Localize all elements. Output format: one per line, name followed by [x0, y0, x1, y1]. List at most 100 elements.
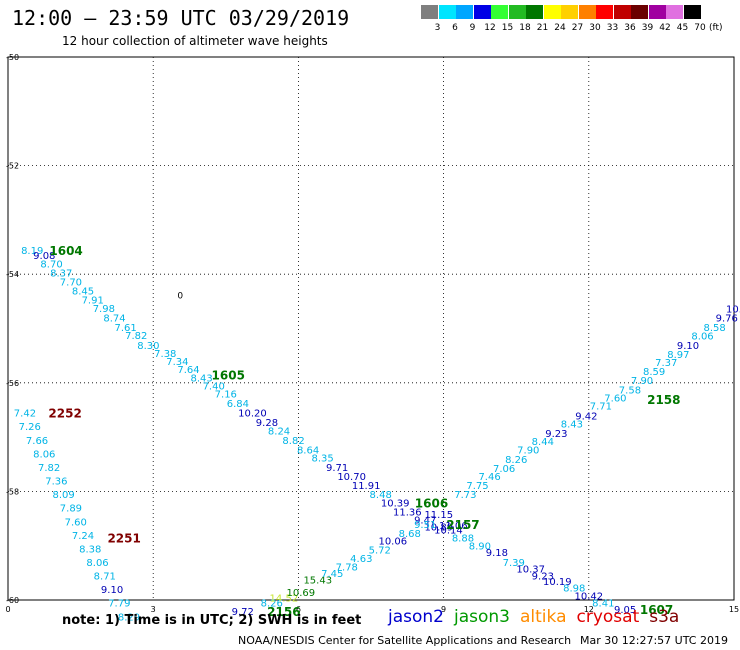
wave-height-value: 5.72 [369, 546, 391, 557]
legend-swatch [526, 5, 543, 19]
wave-height-value: 7.06 [493, 464, 515, 475]
wave-height-value: 7.60 [65, 517, 87, 528]
legend-swatch [473, 5, 491, 19]
wave-height-value: 10.70 [337, 472, 366, 483]
wave-height-value: 7.66 [26, 436, 48, 447]
wave-height-value: 8.90 [469, 542, 491, 553]
wave-height-value: 7.40 [203, 382, 225, 393]
wave-height-value: 9.18 [486, 548, 508, 559]
wave-height-value: 10.06 [378, 536, 407, 547]
pass-label: 2252 [48, 407, 81, 421]
legend-label: 36 [624, 23, 636, 33]
wave-height-value: 7.75 [466, 481, 488, 492]
wave-height-value: 8.97 [667, 350, 689, 361]
wave-height-value: 8.58 [704, 323, 726, 334]
wave-height-value: 7.90 [517, 446, 539, 457]
legend-swatch [421, 5, 438, 19]
satellite-name: altika [520, 607, 567, 627]
footnote: note: 1) Time is in UTC; 2) SWH is in fe… [62, 613, 362, 628]
satellite-name: cryosat [576, 607, 640, 627]
wave-height-value: 9.76 [716, 314, 738, 325]
wave-height-value: 8.29 [118, 612, 140, 623]
legend-swatch [631, 5, 648, 19]
wave-height-value: 7.24 [72, 531, 94, 542]
legend-label: 70 [694, 23, 706, 33]
wave-height-value: 7.79 [108, 599, 130, 610]
wave-height-value: 7.82 [125, 331, 147, 342]
legend-unit: (ft) [709, 23, 723, 33]
wave-height-value: 8.70 [40, 259, 62, 270]
satellite-name: s3a [649, 607, 680, 627]
wave-height-value: 4.63 [350, 554, 372, 565]
legend-label: 27 [571, 23, 584, 33]
pass-label: 2158 [647, 393, 680, 407]
satellite-name: jason2 [388, 607, 444, 627]
lon-tick-label: 6 [296, 605, 301, 614]
legend-swatch [561, 5, 578, 19]
wave-height-value: 8.43 [190, 373, 212, 384]
wave-height-value: 7.71 [590, 402, 612, 413]
wave-height-value: 15.43 [303, 575, 332, 586]
wave-height-value: 7.91 [82, 296, 104, 307]
wave-height-value: 7.78 [336, 562, 358, 573]
wave-height-value: 7.39 [503, 558, 525, 569]
legend-label: 21 [536, 23, 549, 33]
lon-tick-label: 15 [729, 605, 739, 614]
wave-height-value: 8.26 [261, 599, 283, 610]
wave-height-value: 8.74 [103, 314, 125, 325]
wave-height-value: 7.98 [93, 304, 115, 315]
wave-height-value: 8.48 [370, 490, 392, 501]
lat-tick-label: -54 [6, 270, 19, 279]
pass-label: 1605 [212, 369, 245, 383]
wave-height-value: 8.30 [137, 341, 159, 352]
legend-label: 9 [469, 23, 476, 33]
pass-label: 2251 [107, 532, 140, 546]
legend-label: 30 [589, 23, 601, 33]
wave-height-value: 11.36 [393, 507, 422, 518]
lat-tick-label: -58 [6, 487, 19, 496]
lat-tick-label: -60 [6, 596, 19, 605]
wave-height-value: 10.39 [381, 498, 410, 509]
credit-timestamp: Mar 30 12:27:57 UTC 2019 [580, 634, 728, 647]
legend-label: 15 [501, 23, 514, 33]
wave-height-value: 10.37 [516, 565, 545, 576]
wave-height-value: 10.14 [434, 525, 463, 536]
legend-label: 39 [641, 23, 654, 33]
legend-label: 6 [452, 23, 458, 33]
wave-height-value: 8.88 [452, 534, 474, 545]
wave-height-value: 10.69 [286, 588, 315, 599]
wave-height-value: 9.71 [326, 463, 348, 474]
wave-height-value: 8.43 [561, 420, 583, 431]
legend-label: 45 [676, 23, 689, 33]
pass-label: 1604 [49, 244, 82, 258]
wave-height-value: 8.06 [33, 449, 55, 460]
wave-height-value: 7.89 [60, 504, 82, 515]
satellite-legend: jason2 jason3 altika cryosat s3a [388, 607, 689, 627]
wave-height-value: 9.42 [575, 411, 597, 422]
wave-height-value: 11.15 [424, 510, 453, 521]
wave-height-value: 9.72 [232, 607, 254, 618]
lon-tick-label: 3 [151, 605, 156, 614]
wave-height-value: 9.05 [614, 605, 636, 616]
wave-height-value: 7.26 [19, 422, 41, 433]
wave-height-value: 8.24 [268, 427, 290, 438]
wave-height-value: 8.64 [297, 446, 319, 457]
legend-label: 12 [484, 23, 496, 33]
wave-height-value: 7.46 [478, 472, 500, 483]
wave-height-value: 7.60 [604, 393, 626, 404]
map-frame [7, 56, 735, 601]
legend-label: 33 [606, 23, 619, 33]
pass-label: 1606 [415, 496, 448, 510]
legend-swatch [543, 5, 561, 19]
wave-height-value: 7.70 [60, 277, 82, 288]
pass-label: 2156 [267, 605, 300, 619]
wave-height-value: 7.42 [14, 409, 36, 420]
legend-label: 3 [434, 23, 441, 33]
wave-height-value: 9.47 [414, 516, 436, 527]
chart-subtitle: 12 hour collection of altimeter wave hei… [62, 34, 328, 48]
wave-height-value: 8.35 [311, 454, 333, 465]
wave-height-value: 8.06 [691, 332, 713, 343]
wave-height-value: 7.37 [655, 358, 677, 369]
legend-swatch [596, 5, 613, 19]
lon-tick-label: 9 [441, 605, 446, 614]
